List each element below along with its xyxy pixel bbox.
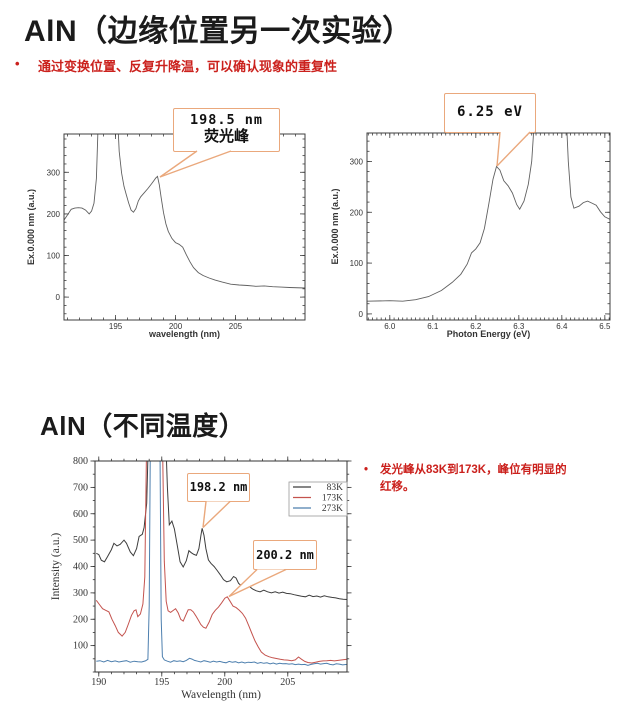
svg-text:200: 200: [217, 677, 232, 688]
annotation-198-5nm: 198.5 nm 荧光峰: [173, 108, 280, 152]
annotation-198-5nm-pointer: [159, 150, 232, 178]
svg-text:205: 205: [280, 677, 295, 688]
svg-text:500: 500: [73, 535, 88, 546]
svg-text:205: 205: [229, 322, 243, 331]
svg-text:173K: 173K: [322, 494, 343, 504]
svg-text:6.3: 6.3: [513, 322, 525, 331]
annotation-6-25ev: 6.25 eV: [444, 93, 536, 133]
svg-text:100: 100: [47, 252, 61, 261]
svg-text:300: 300: [47, 168, 61, 177]
annotation-200-2nm: 200.2 nm: [253, 540, 317, 570]
svg-text:6.4: 6.4: [556, 322, 568, 331]
svg-text:700: 700: [73, 482, 88, 493]
slide1-bullet-text: 通过变换位置、反复升降温，可以确认现象的重复性: [38, 59, 338, 74]
annotation-6-25ev-pointer: [496, 131, 531, 167]
annotation-6-25ev-value: 6.25 eV: [456, 104, 523, 120]
svg-text:wavelength (nm): wavelength (nm): [148, 329, 220, 339]
svg-text:0: 0: [359, 310, 364, 319]
svg-text:300: 300: [73, 588, 88, 599]
svg-text:Ex.0.000 nm (a.u.): Ex.0.000 nm (a.u.): [26, 189, 36, 265]
svg-text:6.5: 6.5: [599, 322, 611, 331]
annotation-200-2nm-pointer: [228, 568, 287, 598]
bullet-marker: •: [15, 56, 20, 71]
slide1-bullet: • 通过变换位置、反复升降温，可以确认现象的重复性: [15, 56, 615, 75]
svg-text:100: 100: [73, 641, 88, 652]
slide2-title: AlN（不同温度）: [40, 411, 246, 441]
annotation-198-5nm-caption: 荧光峰: [203, 128, 249, 145]
svg-text:Wavelength (nm): Wavelength (nm): [181, 689, 261, 701]
svg-text:0: 0: [56, 293, 61, 302]
svg-text:6.1: 6.1: [427, 322, 439, 331]
annotation-198-5nm-value: 198.5 nm: [189, 112, 264, 128]
slide2-bullet-text: 发光峰从83K到173K，峰位有明显的红移。: [380, 464, 567, 493]
annotation-198-2nm-pointer: [202, 500, 231, 529]
svg-text:200: 200: [73, 614, 88, 625]
svg-text:6.0: 6.0: [384, 322, 396, 331]
slide1-title: AlN（边缘位置另一次实验）: [24, 15, 413, 48]
annotation-200-2nm-value: 200.2 nm: [256, 548, 314, 562]
temperature-chart: 190 195 200 205 100 200 300 400 500 600 700 800 Wave…: [50, 456, 352, 701]
slide2-bullet: • 发光峰从83K到173K，峰位有明显的红移。: [364, 462, 576, 495]
svg-text:300: 300: [350, 157, 364, 166]
svg-text:Ex.0.000 nm (a.u.): Ex.0.000 nm (a.u.): [330, 188, 340, 264]
svg-text:6.2: 6.2: [470, 322, 482, 331]
svg-text:273K: 273K: [322, 504, 343, 514]
svg-text:100: 100: [350, 259, 364, 268]
svg-text:800: 800: [73, 456, 88, 467]
svg-text:195: 195: [154, 677, 169, 688]
annotation-198-2nm: 198.2 nm: [187, 473, 250, 502]
bullet-marker: •: [364, 464, 369, 476]
annotation-198-2nm-value: 198.2 nm: [189, 480, 248, 494]
svg-text:200: 200: [350, 208, 364, 217]
svg-text:Photon Energy (eV): Photon Energy (eV): [447, 329, 531, 339]
svg-text:600: 600: [73, 509, 88, 520]
pl-energy-chart: 6.0 6.1 6.2 6.3 6.4 6.5 0 100 200 300 Photon Energ…: [330, 132, 611, 339]
svg-text:190: 190: [91, 677, 106, 688]
svg-text:200: 200: [169, 322, 183, 331]
svg-text:400: 400: [73, 562, 88, 573]
svg-text:Intensity (a.u.): Intensity (a.u.): [50, 533, 62, 601]
svg-text:200: 200: [47, 210, 61, 219]
svg-text:83K: 83K: [327, 483, 344, 493]
svg-text:195: 195: [109, 322, 123, 331]
